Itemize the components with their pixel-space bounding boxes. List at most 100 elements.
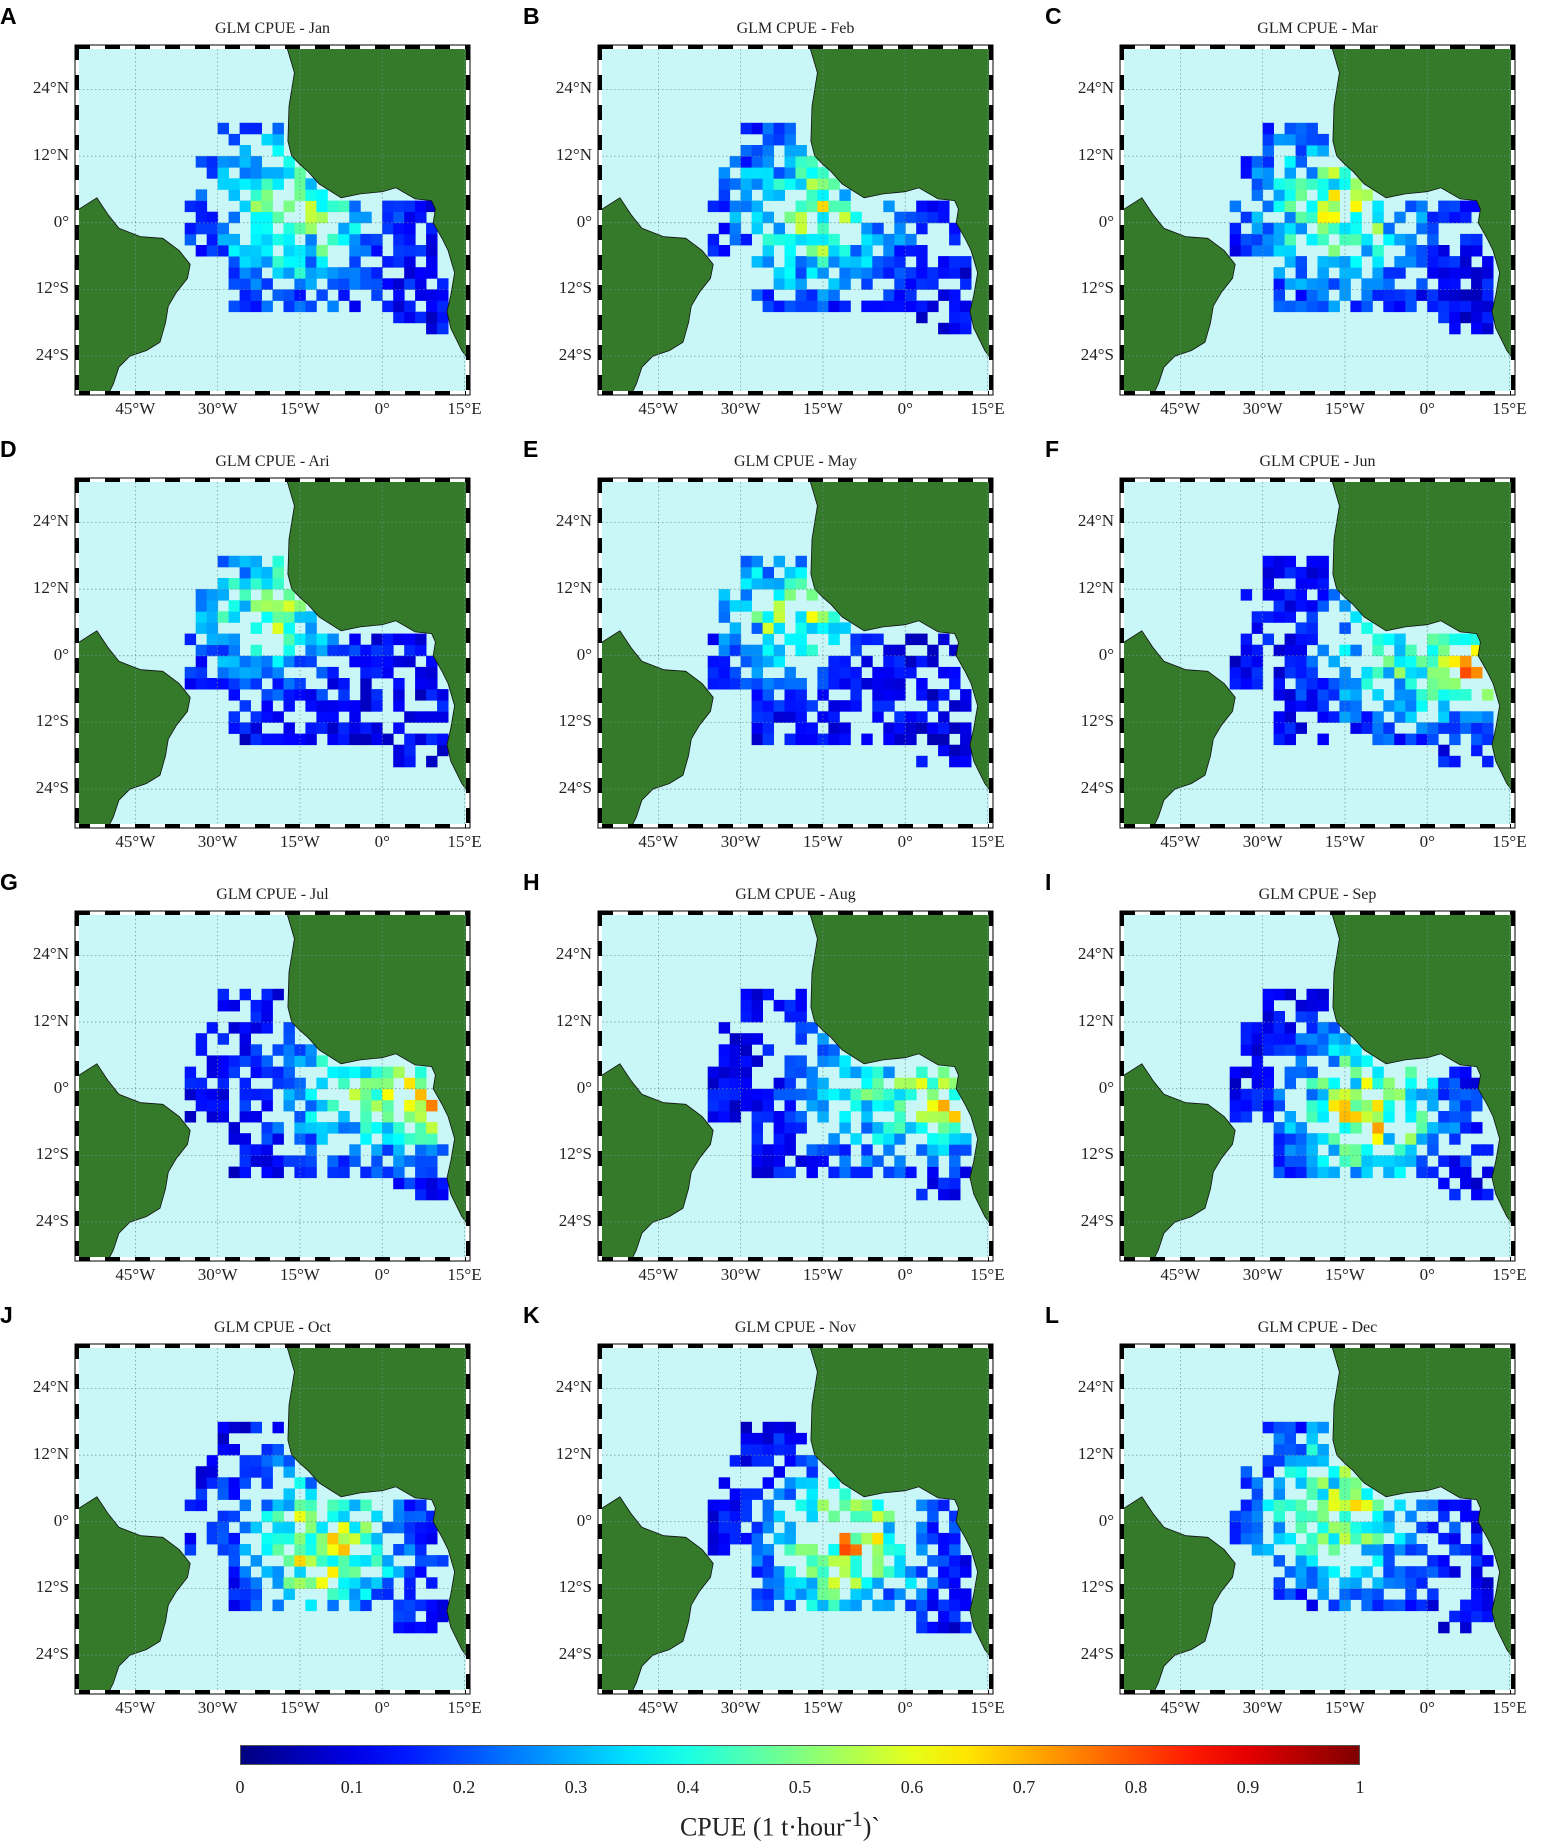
cpue-cell	[762, 1477, 774, 1489]
cpue-cell	[338, 1521, 350, 1534]
cpue-cell	[415, 633, 427, 646]
cpue-cell	[1449, 289, 1461, 301]
cpue-cell	[1273, 678, 1285, 690]
cpue-cell	[949, 1155, 961, 1167]
cpue-cell	[1460, 1066, 1472, 1079]
cpue-cell	[1438, 245, 1450, 257]
cpue-cell	[751, 733, 763, 746]
cpue-cell	[1438, 755, 1450, 768]
cpue-cell	[228, 600, 240, 612]
cpue-cell	[305, 1532, 317, 1545]
latitude-tick-label: 0°	[53, 1510, 69, 1530]
cpue-cell	[1449, 1521, 1461, 1534]
cpue-cell	[828, 233, 840, 246]
panel-title: GLM CPUE - Jul	[216, 886, 329, 903]
latitude-tick-label: 12°N	[1077, 1011, 1114, 1031]
latitude-tick-label: 0°	[576, 211, 592, 231]
cpue-cell	[283, 1466, 295, 1478]
cpue-cell	[784, 1566, 796, 1578]
cpue-cell	[762, 1544, 774, 1556]
cpue-cell	[261, 988, 273, 1001]
cpue-cell	[239, 1022, 251, 1034]
cpue-cell	[1449, 322, 1461, 335]
cpue-cell	[327, 1510, 339, 1523]
cpue-cell	[217, 1099, 229, 1112]
cpue-cell	[773, 589, 785, 601]
cpue-cell	[250, 289, 262, 301]
cpue-cell	[1438, 689, 1450, 701]
cpue-cell	[762, 211, 774, 224]
cpue-cell	[206, 1466, 219, 1478]
cpue-cell	[707, 655, 720, 668]
cpue-cell	[1295, 222, 1307, 235]
cpue-cell	[1328, 1088, 1340, 1101]
cpue-cell	[916, 678, 928, 690]
cpue-cell	[371, 1544, 383, 1556]
cpue-cell	[784, 711, 796, 723]
cpue-cell	[1372, 1066, 1384, 1079]
cpue-cell	[360, 1532, 372, 1545]
cpue-cell	[1284, 1033, 1296, 1045]
cpue-cell	[1372, 1510, 1384, 1523]
cpue-cell	[305, 611, 317, 623]
cpue-cell	[817, 1111, 829, 1123]
cpue-cell	[1416, 1521, 1428, 1534]
cpue-cell	[1427, 267, 1439, 279]
cpue-cell	[938, 256, 950, 268]
cpue-cell	[1229, 1521, 1242, 1534]
cpue-cell	[916, 1621, 928, 1634]
cpue-cell	[927, 1621, 939, 1634]
cpue-cell	[1240, 1532, 1253, 1545]
cpue-cell	[938, 633, 950, 646]
cpue-cell	[707, 633, 720, 646]
colorbar-tick-label: 0.2	[452, 1777, 476, 1797]
cpue-cell	[338, 1122, 350, 1134]
cpue-cell	[327, 633, 339, 646]
cpue-cell	[1449, 722, 1461, 734]
cpue-cell	[1328, 1144, 1340, 1156]
cpue-cell	[1339, 1144, 1351, 1156]
cpue-cell	[1372, 245, 1384, 257]
cpue-cell	[1471, 233, 1483, 246]
cpue-cell	[349, 200, 361, 213]
cpue-cell	[360, 722, 372, 734]
south-america-landmass	[74, 197, 191, 396]
cpue-cell	[883, 644, 895, 657]
cpue-cell	[338, 222, 350, 235]
cpue-cell	[1460, 1122, 1472, 1134]
cpue-cell	[426, 1166, 438, 1179]
cpue-cell	[883, 1566, 895, 1578]
cpue-cell	[404, 278, 416, 290]
longitude-tick-label: 45°W	[638, 1265, 679, 1284]
cpue-cell	[1438, 744, 1450, 757]
cpue-cell	[327, 666, 339, 679]
cpue-cell	[729, 622, 742, 634]
cpue-cell	[349, 267, 361, 279]
cpue-cell	[195, 589, 208, 601]
cpue-cell	[1295, 122, 1307, 135]
cpue-cell	[795, 300, 807, 313]
cpue-cell	[1438, 256, 1450, 268]
cpue-cell	[327, 1099, 339, 1112]
cpue-cell	[1295, 1566, 1307, 1578]
cpue-cell	[1273, 1532, 1285, 1545]
cpue-cell	[1306, 689, 1318, 701]
cpue-cell	[883, 200, 895, 213]
cpue-cell	[872, 1544, 884, 1556]
cpue-cell	[1295, 678, 1307, 690]
cpue-cell	[217, 1521, 229, 1534]
cpue-cell	[729, 211, 742, 224]
cpue-cell	[1262, 611, 1274, 623]
cpue-cell	[806, 1488, 818, 1500]
cpue-cell	[272, 689, 284, 701]
cpue-cell	[784, 1099, 796, 1112]
cpue-cell	[1471, 1532, 1483, 1545]
cpue-cell	[1262, 589, 1274, 601]
cpue-cell	[404, 633, 416, 646]
cpue-cell	[828, 1510, 840, 1523]
cpue-cell	[437, 1188, 449, 1201]
cpue-cell	[927, 655, 939, 668]
cpue-cell	[1361, 233, 1373, 246]
cpue-cell	[1295, 655, 1307, 668]
cpue-cell	[195, 1477, 208, 1489]
